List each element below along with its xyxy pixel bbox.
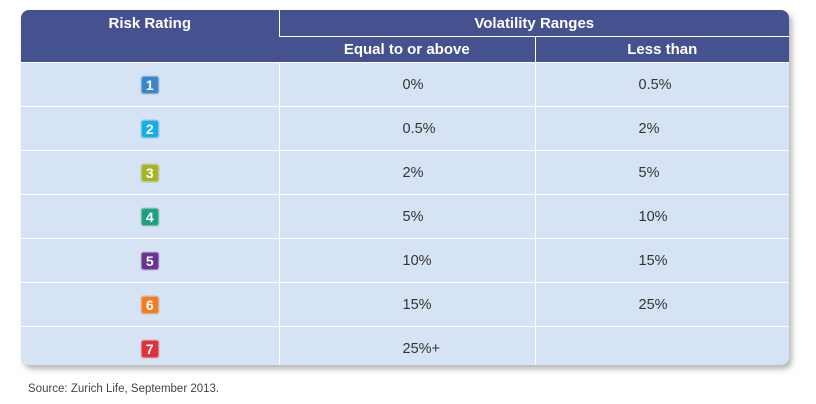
rating-cell: 3 bbox=[21, 150, 279, 195]
risk-rating-badge: 4 bbox=[140, 207, 159, 226]
less-than-value: 5% bbox=[534, 150, 789, 195]
rating-cell: 1 bbox=[21, 62, 279, 107]
risk-rating-badge: 6 bbox=[140, 295, 159, 314]
less-than-value: 15% bbox=[534, 238, 789, 283]
less-than-header: Less than bbox=[534, 36, 789, 63]
risk-rating-badge: 3 bbox=[140, 163, 159, 182]
equal-or-above-value: 2% bbox=[278, 150, 535, 195]
volatility-ranges-header: Volatility Ranges bbox=[278, 10, 789, 37]
equal-or-above-value: 5% bbox=[278, 194, 535, 239]
equal-or-above-value: 15% bbox=[278, 282, 535, 327]
table-row: 1 0% 0.5% bbox=[21, 62, 789, 107]
source-note: Source: Zurich Life, September 2013. bbox=[28, 383, 220, 395]
rating-cell: 6 bbox=[21, 282, 279, 327]
equal-or-above-value: 0% bbox=[278, 62, 535, 107]
less-than-value: 25% bbox=[534, 282, 789, 327]
risk-rating-badge: 7 bbox=[140, 339, 159, 358]
table-row: 4 5% 10% bbox=[21, 194, 789, 239]
equal-or-above-value: 0.5% bbox=[278, 106, 535, 151]
table-row: 7 25%+ bbox=[21, 326, 789, 365]
risk-rating-table: Risk Rating Volatility Ranges Equal to o… bbox=[21, 10, 789, 365]
table-row: 3 2% 5% bbox=[21, 150, 789, 195]
equal-or-above-value: 10% bbox=[278, 238, 535, 283]
risk-rating-badge: 2 bbox=[140, 119, 159, 138]
risk-rating-badge: 5 bbox=[140, 251, 159, 270]
rating-cell: 5 bbox=[21, 238, 279, 283]
less-than-value: 0.5% bbox=[534, 62, 789, 107]
rating-cell: 2 bbox=[21, 106, 279, 151]
less-than-value: 10% bbox=[534, 194, 789, 239]
rating-cell: 4 bbox=[21, 194, 279, 239]
rating-cell: 7 bbox=[21, 326, 279, 365]
volatility-table: Risk Rating Volatility Ranges Equal to o… bbox=[21, 10, 789, 365]
risk-rating-badge: 1 bbox=[140, 75, 159, 94]
table-row: 6 15% 25% bbox=[21, 282, 789, 327]
equal-or-above-header: Equal to or above bbox=[279, 36, 535, 63]
less-than-value bbox=[534, 326, 789, 365]
equal-or-above-value: 25%+ bbox=[278, 326, 535, 365]
risk-rating-header: Risk Rating bbox=[21, 10, 279, 63]
less-than-value: 2% bbox=[534, 106, 789, 151]
table-row: 5 10% 15% bbox=[21, 238, 789, 283]
table-row: 2 0.5% 2% bbox=[21, 106, 789, 151]
